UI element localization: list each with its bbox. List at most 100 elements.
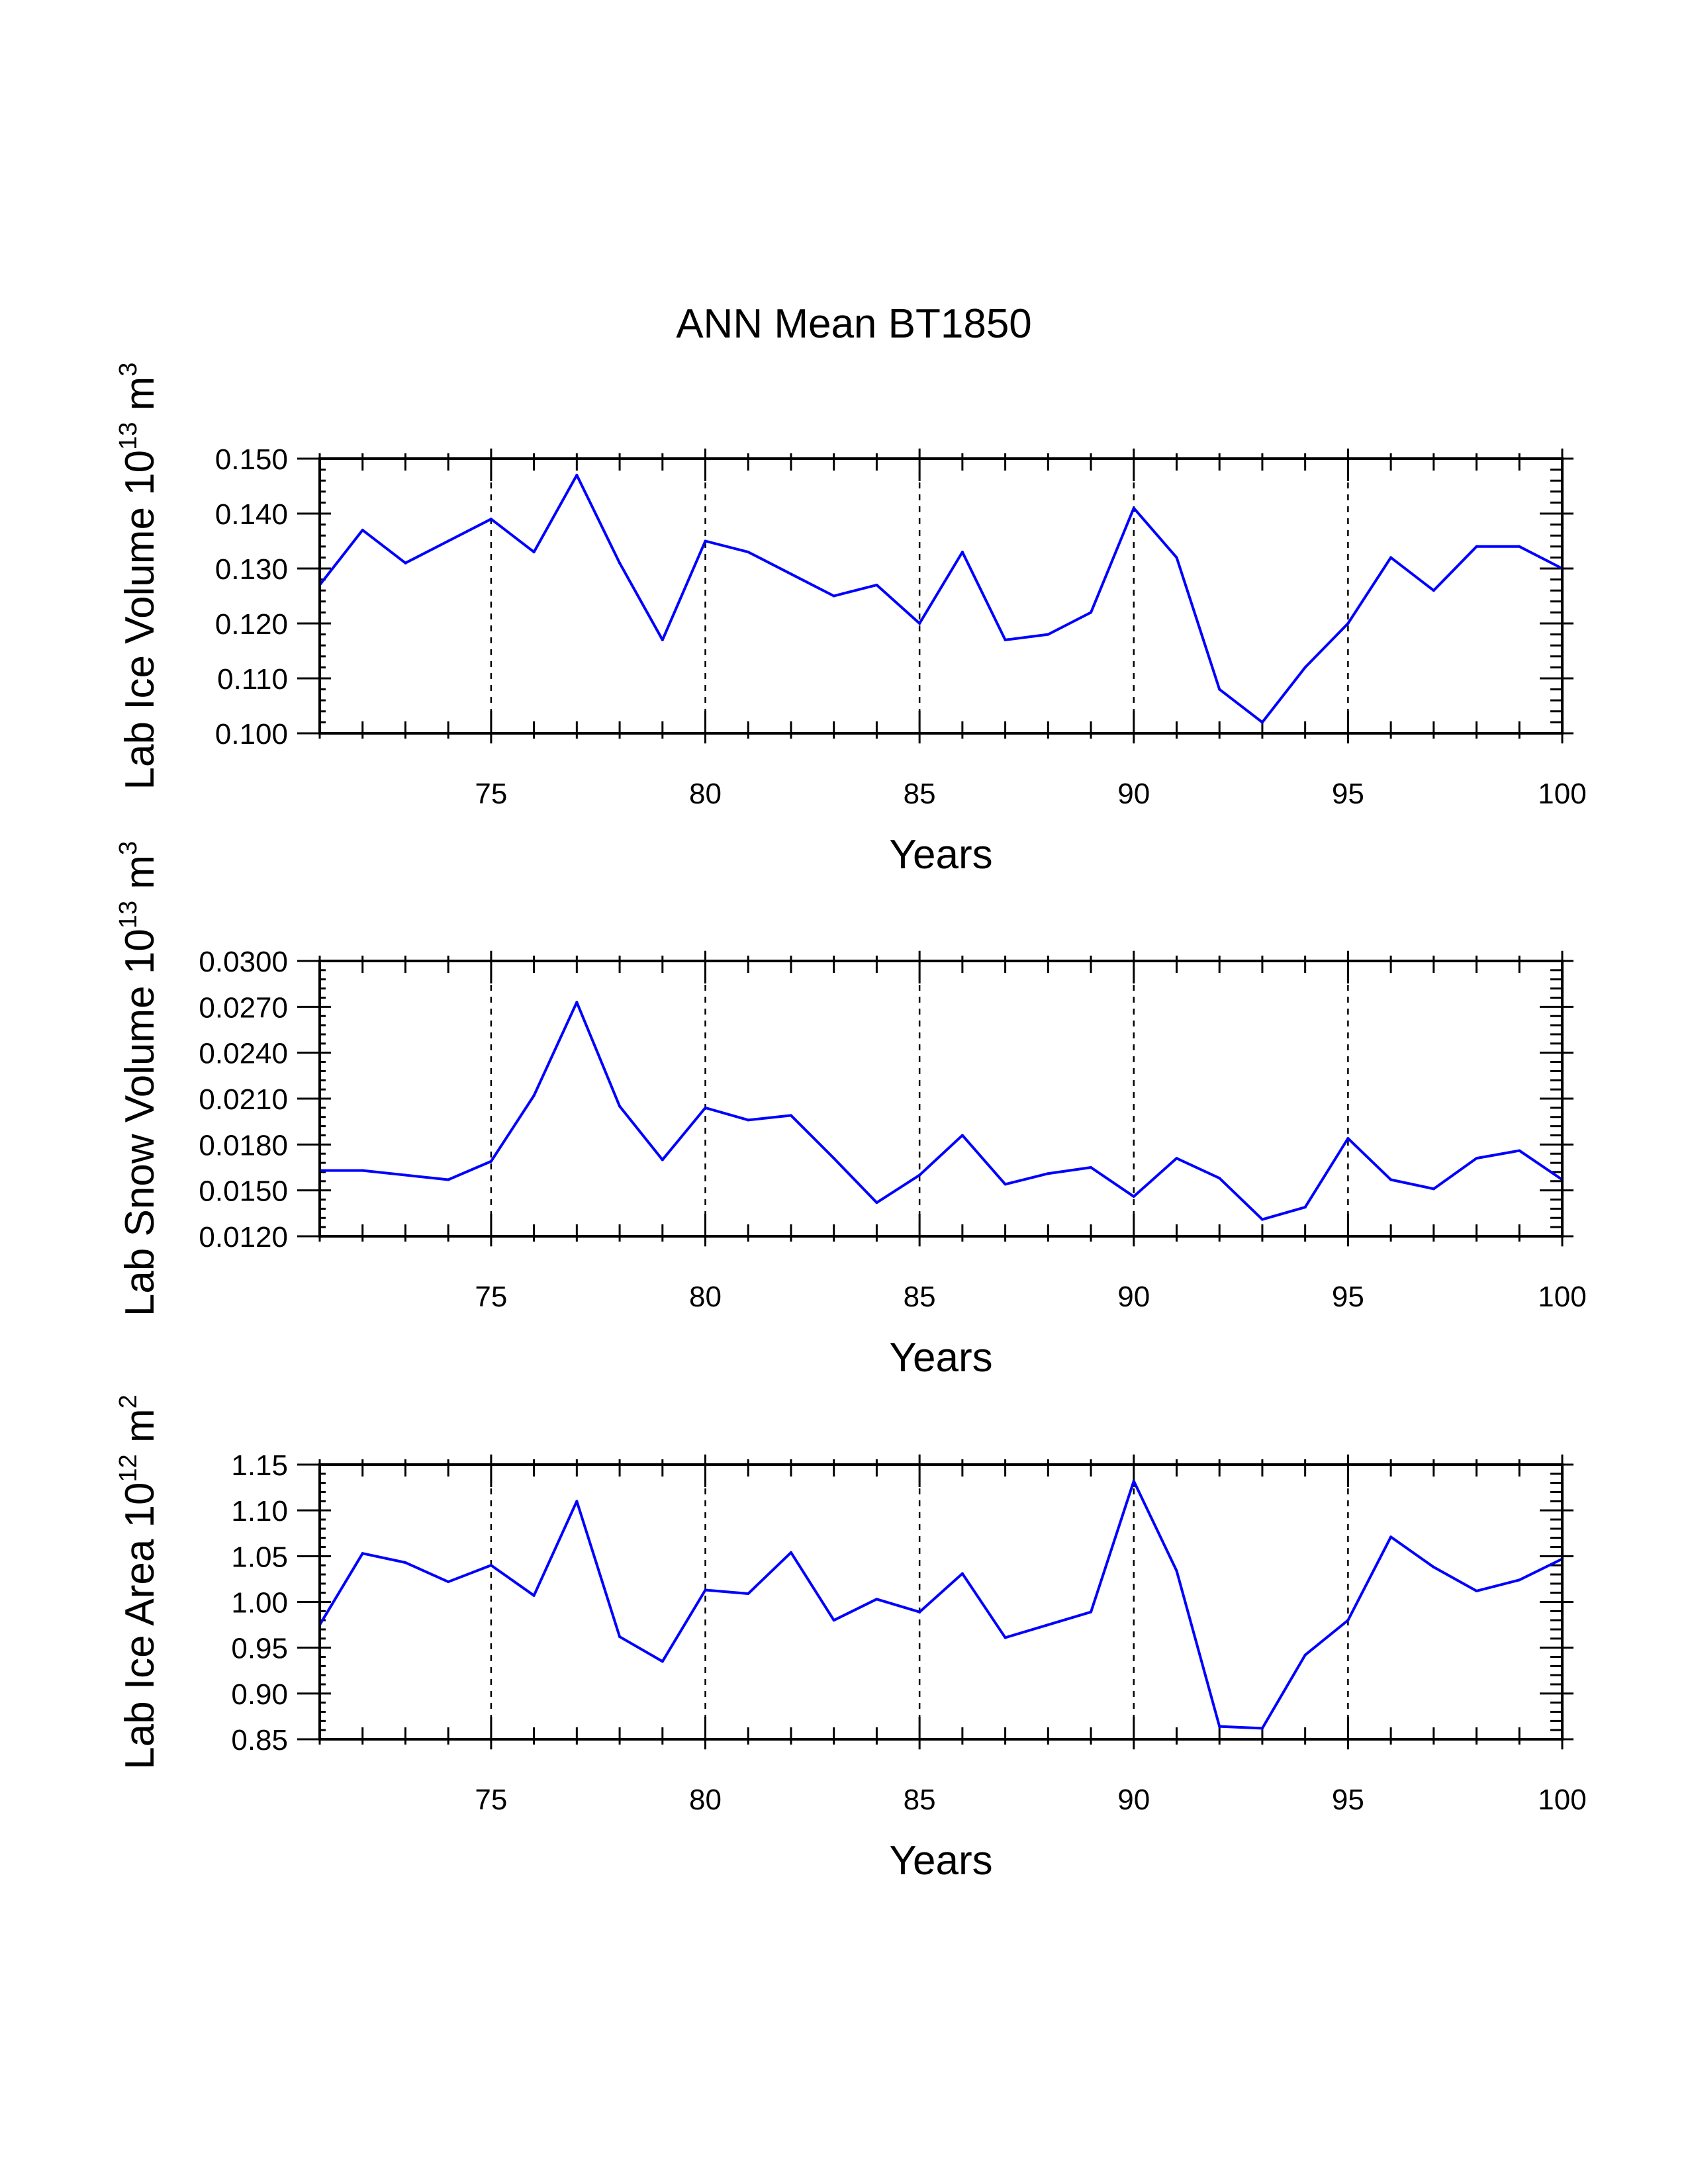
data-point [404, 1561, 407, 1565]
data-point [1132, 1479, 1135, 1482]
data-point [747, 1592, 750, 1596]
data-point [618, 1105, 622, 1108]
data-point [1303, 1206, 1307, 1209]
data-point [1090, 1610, 1093, 1614]
data-point [661, 1158, 664, 1161]
data-point [404, 1173, 407, 1177]
data-point [961, 551, 964, 554]
data-point [489, 1564, 492, 1567]
plot-frame [318, 960, 1564, 1238]
data-point [1090, 1166, 1093, 1169]
data-point [1047, 1623, 1050, 1627]
x-tick-label: 75 [475, 778, 507, 810]
data-point [1260, 721, 1264, 724]
y-tick-label: 0.95 [231, 1633, 288, 1665]
data-point [1004, 1636, 1007, 1639]
data-point [789, 1551, 792, 1554]
data-point [704, 1106, 707, 1109]
y-axis-label-unit: m [117, 1408, 163, 1454]
data-point [1260, 1727, 1264, 1730]
y-axis-label: Lab Ice Volume 1013 m3 [115, 363, 163, 790]
data-point [789, 572, 792, 576]
x-tick-label: 85 [904, 1784, 936, 1816]
data-point [875, 1201, 878, 1205]
y-tick-label: 0.0150 [199, 1175, 288, 1208]
data-point [918, 1173, 921, 1177]
y-tick-label: 0.0120 [199, 1221, 288, 1253]
plot-frame [318, 457, 1564, 735]
y-axis-label: Lab Snow Volume 1013 m3 [115, 841, 163, 1316]
y-axis-label-exponent: 13 [115, 422, 142, 450]
data-point [1047, 633, 1050, 636]
data-point [404, 561, 407, 565]
data-point [875, 1598, 878, 1601]
data-point [789, 1114, 792, 1117]
data-point [1432, 589, 1435, 592]
y-tick-label: 0.0210 [199, 1083, 288, 1116]
data-point [618, 561, 622, 565]
x-tick-label: 80 [689, 778, 722, 810]
y-tick-label: 1.05 [231, 1541, 288, 1573]
x-tick-label: 100 [1538, 1784, 1586, 1816]
y-tick-label: 0.0240 [199, 1038, 288, 1070]
x-tick-label: 95 [1332, 1784, 1364, 1816]
data-point [661, 638, 664, 641]
data-point [1389, 1178, 1393, 1181]
data-point [1175, 1569, 1178, 1572]
series-line [318, 1479, 1563, 1730]
x-tick-label: 75 [475, 1281, 507, 1313]
y-tick-label: 0.140 [215, 498, 288, 531]
data-point [1260, 1218, 1264, 1221]
y-tick-label: 0.0180 [199, 1129, 288, 1161]
y-axis-label-main: Lab Ice Volume 10 [117, 450, 163, 790]
data-point [575, 473, 579, 477]
data-point [1132, 506, 1135, 510]
data-point [361, 1169, 364, 1172]
data-point [1475, 545, 1478, 548]
x-axis-label: Years [889, 832, 992, 878]
data-point [1518, 545, 1521, 548]
x-tick-label: 85 [904, 778, 936, 810]
y-tick-label: 0.100 [215, 718, 288, 751]
y-axis-label-exponent: 12 [115, 1454, 142, 1482]
y-tick-label: 0.0270 [199, 991, 288, 1024]
x-tick-label: 100 [1538, 1281, 1586, 1313]
x-tick-label: 90 [1117, 1281, 1150, 1313]
y-tick-label: 0.0300 [199, 946, 288, 978]
data-point [1518, 1578, 1521, 1582]
chart-panel-3: 0.85 0.90 0.95 1.00 1.05 1.10 1.15 75 80 85 90 95 10… [115, 1394, 1587, 1884]
data-point [447, 1178, 450, 1181]
plot-frame [318, 1463, 1564, 1741]
y-tick-label: 0.85 [231, 1724, 288, 1756]
panels: 0.100 0.110 0.120 0.130 0.140 0.150 75 80 85 90 95… [115, 363, 1587, 1884]
y-axis-label-exponent: 13 [115, 901, 142, 929]
data-point [832, 594, 835, 598]
x-tick-label: 90 [1117, 1784, 1150, 1816]
y-axis-label-unit-exponent: 2 [115, 1394, 142, 1408]
data-point [961, 1572, 964, 1575]
data-point [1475, 1589, 1478, 1592]
data-point [361, 1552, 364, 1555]
data-point [832, 1619, 835, 1622]
y-tick-label: 1.15 [231, 1449, 288, 1482]
data-point [1346, 1619, 1350, 1622]
x-tick-label: 95 [1332, 1281, 1364, 1313]
x-tick-label: 95 [1332, 778, 1364, 810]
x-axis-label: Years [889, 1335, 992, 1381]
x-axis-label: Years [889, 1838, 992, 1884]
data-point [1346, 622, 1350, 625]
data-point [575, 1001, 579, 1004]
data-point [1432, 1565, 1435, 1569]
data-point [1518, 1149, 1521, 1152]
data-point [361, 528, 364, 531]
data-point [1090, 611, 1093, 614]
data-point [875, 583, 878, 586]
data-point [961, 1134, 964, 1137]
data-point [489, 1160, 492, 1163]
data-point [1132, 1195, 1135, 1198]
x-tick-label: 100 [1538, 778, 1586, 810]
data-point [1004, 638, 1007, 641]
y-axis-label-unit: m [117, 377, 163, 422]
